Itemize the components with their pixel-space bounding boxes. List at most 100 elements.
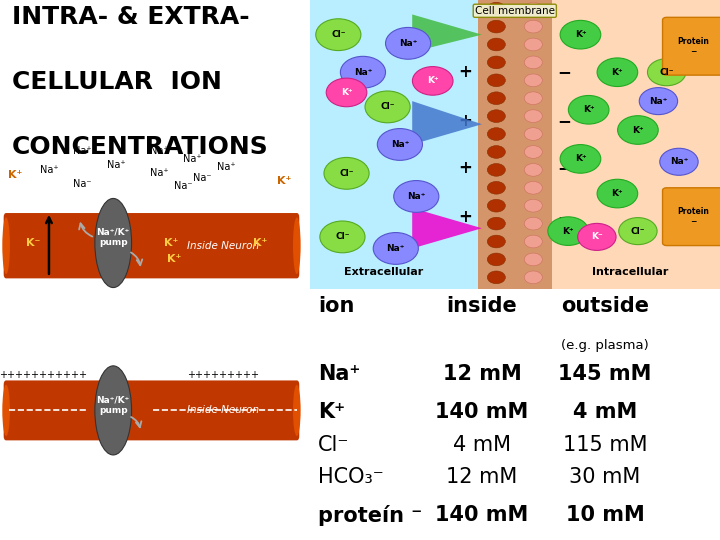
Circle shape (597, 179, 638, 208)
Text: K⁻: K⁻ (27, 238, 41, 248)
Circle shape (524, 92, 542, 105)
Polygon shape (413, 101, 482, 145)
Ellipse shape (95, 198, 132, 287)
Text: Cell membrane: Cell membrane (474, 6, 555, 16)
Text: K⁺: K⁺ (632, 125, 644, 134)
Text: Na⁺: Na⁺ (150, 168, 168, 178)
Text: Cl⁻: Cl⁻ (380, 103, 395, 111)
Text: Cl⁻: Cl⁻ (331, 30, 346, 39)
Text: Na⁺/K⁺
pump: Na⁺/K⁺ pump (96, 228, 130, 247)
Text: Extracellular: Extracellular (344, 267, 423, 278)
Circle shape (487, 110, 505, 123)
Text: ion: ion (318, 296, 354, 316)
Ellipse shape (2, 384, 10, 436)
Circle shape (487, 20, 505, 33)
Circle shape (524, 38, 542, 51)
Text: Na⁺: Na⁺ (391, 140, 409, 149)
Text: 4 mM: 4 mM (573, 402, 637, 422)
Text: Na⁺/K⁺
pump: Na⁺/K⁺ pump (96, 395, 130, 415)
Text: 30 mM: 30 mM (570, 467, 641, 487)
Circle shape (487, 146, 505, 158)
Bar (552, 0, 720, 289)
Text: Na⁺: Na⁺ (387, 244, 405, 253)
Text: K⁺: K⁺ (611, 189, 624, 198)
Text: proteín ⁻: proteín ⁻ (318, 505, 422, 526)
Circle shape (394, 180, 439, 212)
Circle shape (487, 127, 505, 140)
Text: K⁺: K⁺ (341, 88, 352, 97)
Text: K⁺: K⁺ (167, 254, 181, 264)
Circle shape (524, 110, 542, 123)
Polygon shape (413, 15, 482, 52)
Circle shape (487, 253, 505, 266)
Text: −: − (557, 159, 571, 177)
Text: Na⁺: Na⁺ (318, 364, 360, 384)
Text: Protein
−: Protein − (678, 37, 709, 56)
Circle shape (487, 164, 505, 176)
Circle shape (618, 218, 657, 245)
Text: Na⁺: Na⁺ (150, 146, 168, 156)
Circle shape (341, 56, 385, 88)
Text: Cl⁻: Cl⁻ (631, 227, 645, 235)
Ellipse shape (293, 217, 301, 274)
Text: +++++++++: +++++++++ (187, 370, 259, 380)
Text: 10 mM: 10 mM (566, 505, 644, 525)
Ellipse shape (293, 384, 301, 436)
Circle shape (560, 21, 600, 49)
Text: +++++++++++: +++++++++++ (0, 370, 87, 380)
Text: Protein
−: Protein − (678, 207, 709, 226)
Text: Na⁺: Na⁺ (399, 39, 418, 48)
Text: Na⁺: Na⁺ (407, 192, 426, 201)
Circle shape (548, 217, 588, 245)
Text: Na⁺: Na⁺ (670, 157, 688, 166)
Circle shape (377, 129, 423, 160)
Circle shape (524, 164, 542, 176)
Text: Inside Neuron: Inside Neuron (187, 241, 259, 251)
Text: CONCENTRATIONS: CONCENTRATIONS (12, 135, 269, 159)
Circle shape (524, 271, 542, 284)
Circle shape (618, 116, 658, 144)
Text: Cl⁻: Cl⁻ (660, 68, 674, 77)
Circle shape (524, 74, 542, 86)
Circle shape (568, 96, 609, 124)
Circle shape (385, 28, 431, 59)
Text: Inside Neuron: Inside Neuron (187, 406, 259, 415)
Text: Na⁻: Na⁻ (193, 173, 211, 183)
Text: K⁺: K⁺ (253, 238, 267, 248)
Text: Cl⁻: Cl⁻ (318, 435, 349, 455)
Bar (478, 0, 552, 289)
Text: K⁻: K⁻ (591, 232, 603, 241)
Text: INTRA- & EXTRA-: INTRA- & EXTRA- (12, 5, 250, 29)
Text: Na⁻: Na⁻ (73, 179, 92, 188)
Circle shape (487, 92, 505, 105)
Circle shape (373, 233, 418, 265)
Text: K⁺: K⁺ (611, 68, 624, 77)
Ellipse shape (2, 217, 10, 274)
Bar (310, 0, 478, 289)
Text: K⁺: K⁺ (427, 76, 438, 85)
Circle shape (524, 199, 542, 212)
Text: Na⁺: Na⁺ (354, 68, 372, 77)
Text: Cl⁻: Cl⁻ (339, 169, 354, 178)
Circle shape (660, 148, 698, 176)
Text: +: + (459, 63, 472, 81)
Circle shape (639, 87, 678, 114)
Text: K⁺: K⁺ (8, 171, 22, 180)
Circle shape (487, 74, 505, 86)
Circle shape (524, 217, 542, 230)
Text: Intracellular: Intracellular (592, 267, 668, 278)
Circle shape (524, 146, 542, 158)
Circle shape (524, 20, 542, 33)
Circle shape (524, 56, 542, 69)
Circle shape (487, 181, 505, 194)
Circle shape (413, 66, 453, 95)
Circle shape (560, 145, 600, 173)
Polygon shape (413, 208, 482, 248)
Circle shape (487, 56, 505, 69)
Circle shape (320, 221, 365, 253)
Circle shape (524, 2, 542, 15)
Text: HCO₃⁻: HCO₃⁻ (318, 467, 384, 487)
Circle shape (324, 158, 369, 189)
Text: Na⁺: Na⁺ (184, 154, 202, 164)
Text: K⁺: K⁺ (164, 238, 179, 248)
